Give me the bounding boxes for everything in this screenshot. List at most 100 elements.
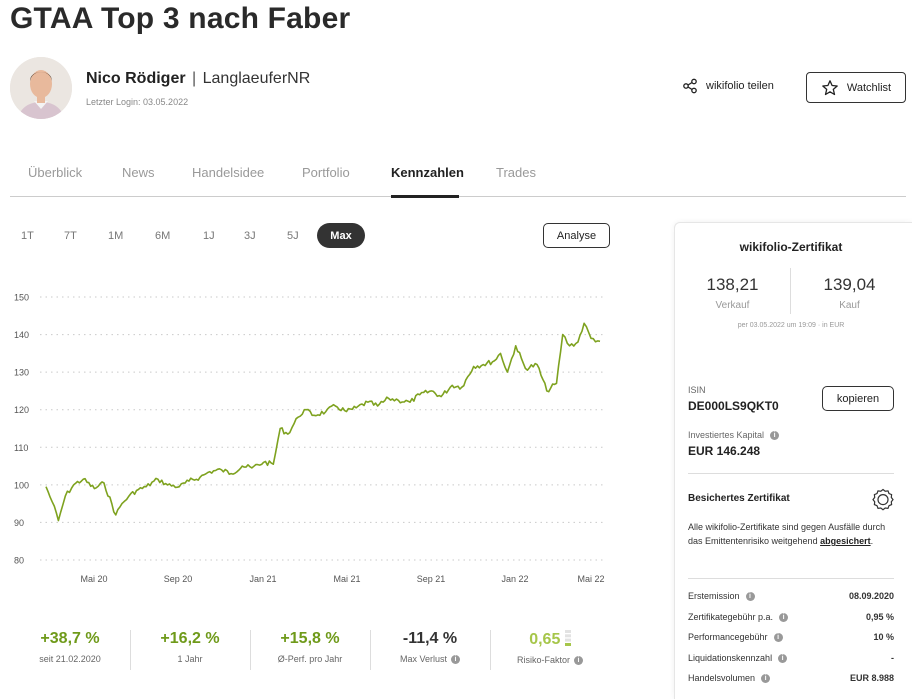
watchlist-button[interactable]: Watchlist [806,72,906,103]
trader-separator: | [192,70,197,87]
range-1j[interactable]: 1J [203,230,215,242]
kpi-divider [250,630,251,670]
kpi-divider [490,630,491,670]
capital-label: Investiertes Kapital [688,430,765,440]
kpi-value: +38,7 % [40,630,100,647]
detail-row-performance-fee: Performancegebühr i 10 % [688,632,894,642]
kpi-label: Risiko-Faktor [516,655,570,665]
secured-title: Besichertes Zertifikat [688,493,790,504]
secured-text: Alle wikifolio-Zertifikate sind gegen Au… [688,522,886,546]
x-tick-label: Mai 21 [333,574,360,584]
sell-price: 138,21 Verkauf [675,275,790,311]
detail-row-fee: Zertifikategebühr p.a. i 0,95 % [688,612,894,622]
range-max[interactable]: Max [317,223,365,248]
kpi-label: 1 Jahr [177,654,203,664]
detail-row-liquidation: Liquidationskennzahl i - [688,653,894,663]
share-icon [683,78,697,94]
kpi-value: +15,8 % [280,630,340,647]
kpi-value: 0,65 [529,631,561,648]
kpi-performance-total: +38,7 % seit 21.02.2020 [10,630,130,670]
y-tick-label: 120 [14,405,29,415]
performance-chart[interactable]: 80 90 100 110 120 130 140 150 Mai 20 Sep 20 Jan 2… [0,282,620,592]
certificate-title: wikifolio-Zertifikat [739,240,843,254]
page-title: GTAA Top 3 nach Faber [10,2,351,35]
info-icon[interactable]: i [451,654,461,664]
y-tick-label: 80 [14,556,24,566]
kpi-label: Max Verlust [399,654,448,664]
copy-isin-button[interactable]: kopieren [822,386,894,411]
star-icon [822,79,838,95]
watchlist-label: Watchlist [846,81,892,94]
kpi-divider [370,630,371,670]
kpi-risk-factor: 0,65 Risiko-Faktor i [490,630,610,670]
y-tick-label: 130 [14,368,29,378]
kpi-label: Ø-Perf. pro Jahr [277,654,343,664]
isin-value: DE000LS9QKT0 [688,399,779,413]
kpi-max-loss: -11,4 % Max Verlust i [370,630,490,670]
trader-name[interactable]: Nico Rödiger [86,70,186,87]
secured-link[interactable]: abgesichert [820,536,871,546]
range-5j[interactable]: 5J [287,230,299,242]
x-tick-label: Sep 21 [417,574,446,584]
trader-header: Nico Rödiger | LanglaeuferNR [86,70,310,88]
sell-value: 138,21 [706,275,759,294]
info-icon[interactable]: i [574,655,583,665]
tab-portfolio[interactable]: Portfolio [302,165,350,180]
info-icon[interactable]: i [773,632,783,642]
tab-news[interactable]: News [122,165,155,180]
range-1t[interactable]: 1T [21,230,34,242]
certificate-card: wikifolio-Zertifikat 138,21 Verkauf 139,… [674,222,912,699]
info-icon[interactable]: i [770,430,780,440]
detail-row-volume: Handelsvolumen i EUR 8.988 [688,673,894,683]
range-1m[interactable]: 1M [108,230,124,242]
info-icon[interactable]: i [761,673,771,683]
x-tick-label: Sep 20 [164,574,193,584]
info-icon[interactable]: i [779,612,789,622]
kpi-value: +16,2 % [160,630,220,647]
active-tab-indicator [391,195,459,198]
divider [688,473,894,474]
sell-label: Verkauf [715,300,750,311]
info-icon[interactable]: i [778,653,788,663]
y-tick-label: 90 [14,518,24,528]
analyse-button[interactable]: Analyse [543,223,610,248]
x-tick-label: Mai 20 [80,574,107,584]
range-6m[interactable]: 6M [155,230,171,242]
kpi-performance-avg: +15,8 % Ø-Perf. pro Jahr [250,630,370,670]
info-icon[interactable]: i [745,591,755,601]
range-7t[interactable]: 7T [64,230,77,242]
range-3j[interactable]: 3J [244,230,256,242]
buy-price: 139,04 Kauf [792,275,907,311]
price-divider [790,268,791,314]
seal-icon [872,488,894,511]
y-tick-label: 150 [14,293,29,303]
avatar[interactable] [10,57,72,119]
trader-nickname[interactable]: LanglaeuferNR [202,70,311,87]
kpi-performance-1y: +16,2 % 1 Jahr [130,630,250,670]
y-tick-label: 110 [14,443,28,453]
kpi-bar: +38,7 % seit 21.02.2020 +16,2 % 1 Jahr +… [10,630,610,670]
buy-label: Kauf [839,300,860,311]
risk-meter-icon [564,630,571,646]
price-timestamp: per 03.05.2022 um 19:09 · in EUR [737,322,845,329]
capital-value: EUR 146.248 [688,444,761,458]
y-tick-label: 140 [14,330,29,340]
y-tick-label: 100 [14,480,29,490]
tab-bar: Überblick News Handelsidee Portfolio Ken… [10,154,906,198]
x-tick-label: Mai 22 [577,574,604,584]
avatar-photo-icon [10,57,72,119]
isin-label: ISIN [688,385,706,395]
performance-line [45,322,601,522]
last-login: Letzter Login: 03.05.2022 [86,97,189,107]
tab-ueberblick[interactable]: Überblick [28,165,83,180]
detail-row-erstemission: Erstemission i 08.09.2020 [688,591,894,601]
share-label: wikifolio teilen [706,80,774,92]
kpi-divider [130,630,131,670]
divider [688,578,894,579]
kpi-value: -11,4 % [402,630,458,647]
tab-kennzahlen[interactable]: Kennzahlen [391,165,464,180]
kpi-label: seit 21.02.2020 [39,654,101,664]
tab-handelsidee[interactable]: Handelsidee [192,165,265,180]
tab-trades[interactable]: Trades [496,165,536,180]
share-button[interactable]: wikifolio teilen [682,78,774,94]
